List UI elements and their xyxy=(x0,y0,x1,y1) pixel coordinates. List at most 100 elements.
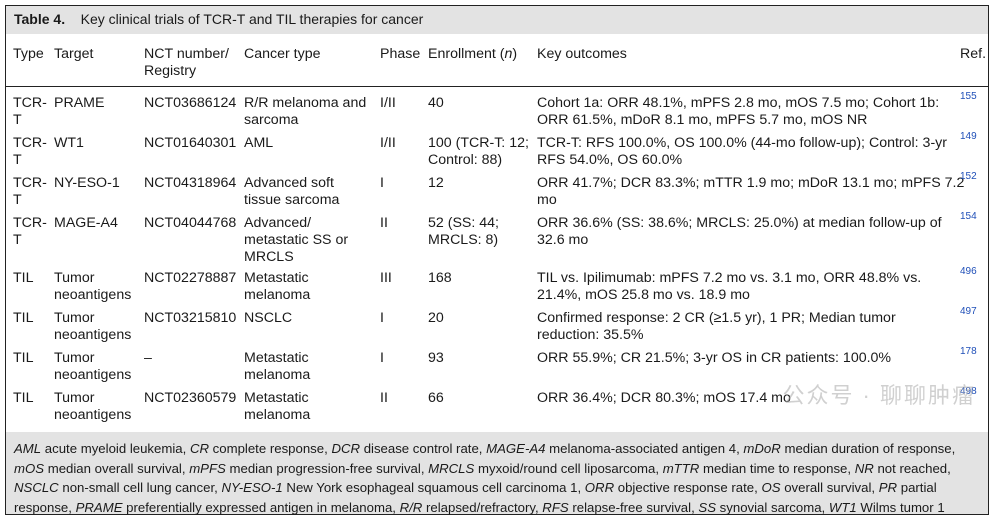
footnote-def: objective response rate xyxy=(617,480,755,495)
row-4-enrollment: 52 (SS: 44; MRCLS: 8) xyxy=(428,215,499,248)
table-title: Key clinical trials of TCR-T and TIL the… xyxy=(80,11,424,27)
row-3-outcomes: ORR 41.7%; DCR 83.3%; mTTR 1.9 mo; mDoR … xyxy=(537,175,965,208)
row-2-enrollment: 100 (TCR-T: 12; Control: 88) xyxy=(428,135,529,168)
footnote-entry: MAGE-A4 melanoma-associated antigen 4 xyxy=(486,441,736,456)
row-1-type: TCR- T xyxy=(13,95,47,128)
footnote-entry: RFS relapse-free survival xyxy=(542,500,691,515)
row-5-nct: NCT02278887 xyxy=(144,270,237,286)
row-1-target: PRAME xyxy=(54,95,105,111)
footnote-def: Wilms tumor 1 xyxy=(860,499,945,515)
row-5-cancer: Metastatic melanoma xyxy=(244,270,311,303)
row-6-outcomes: Confirmed response: 2 CR (≥1.5 yr), 1 PR… xyxy=(537,310,896,343)
footnote-entry: CR complete response xyxy=(190,441,324,456)
header-ref: Ref. xyxy=(960,46,987,62)
footnote-entry: NSCLC non-small cell lung cancer xyxy=(14,480,214,495)
row-3-target: NY-ESO-1 xyxy=(54,175,120,191)
row-8-nct: NCT02360579 xyxy=(144,390,237,406)
footnote-def: median overall survival xyxy=(47,460,182,476)
footnote-abbr: DCR xyxy=(331,441,361,456)
row-1-ref-link[interactable]: 155 xyxy=(960,91,977,102)
footnote-def: New York esophageal squamous cell carcin… xyxy=(286,480,578,495)
footnote-entry: ORR objective response rate xyxy=(585,480,754,495)
footnote-abbr: mDoR xyxy=(743,441,781,456)
header-cancer: Cancer type xyxy=(244,46,321,62)
row-1-outcomes: Cohort 1a: ORR 48.1%, mPFS 2.8 mo, mOS 7… xyxy=(537,95,940,128)
footnote-entry: mPFS median progression-free survival xyxy=(189,461,421,476)
footnote-entry: mOS median overall survival xyxy=(14,461,182,476)
header-target: Target xyxy=(54,46,94,62)
row-8-type: TIL xyxy=(13,390,34,406)
row-2-phase: I/II xyxy=(380,135,396,151)
footnote-def: non-small cell lung cancer xyxy=(62,480,215,495)
row-6-cancer: NSCLC xyxy=(244,310,293,326)
footnote-def: synovial sarcoma xyxy=(719,499,822,515)
table-frame: Table 4. Key clinical trials of TCR-T an… xyxy=(5,5,989,515)
footnote-abbr: AML xyxy=(14,441,42,456)
row-6-ref-link[interactable]: 497 xyxy=(960,306,977,317)
row-3-ref-link[interactable]: 152 xyxy=(960,171,977,182)
row-3-cancer: Advanced soft tissue sarcoma xyxy=(244,175,340,208)
footnote-abbr: MAGE-A4 xyxy=(486,441,546,456)
row-4-cancer: Advanced/ metastatic SS or MRCLS xyxy=(244,215,349,265)
footnote-abbr: mPFS xyxy=(189,460,226,476)
row-7-nct: – xyxy=(144,350,152,366)
row-8-outcomes: ORR 36.4%; DCR 80.3%; mOS 17.4 mo xyxy=(537,390,791,406)
footnote-abbr: RFS xyxy=(542,499,569,515)
row-1-nct: NCT03686124 xyxy=(144,95,237,111)
footnote-entry: AML acute myeloid leukemia xyxy=(14,441,183,456)
row-7-phase: I xyxy=(380,350,384,366)
row-7-ref-link[interactable]: 178 xyxy=(960,346,977,357)
row-2-outcomes: TCR-T: RFS 100.0%, OS 100.0% (44-mo foll… xyxy=(537,135,947,168)
row-7-enrollment: 93 xyxy=(428,350,444,366)
footnote-abbr: SS xyxy=(698,499,716,515)
row-6-phase: I xyxy=(380,310,384,326)
footnote-def: disease control rate xyxy=(363,441,479,456)
row-5-target: Tumor neoantigens xyxy=(54,270,132,303)
footnote-entry: PR partial response xyxy=(14,480,937,515)
row-4-ref-link[interactable]: 154 xyxy=(960,211,977,222)
header-type: Type xyxy=(13,46,44,62)
footnote-abbr: WT1 xyxy=(828,499,857,515)
footnote-entry: PRAME preferentially expressed antigen i… xyxy=(76,500,393,515)
row-8-cancer: Metastatic melanoma xyxy=(244,390,311,423)
footnote-entry: NR not reached xyxy=(855,461,947,476)
footnote-def: relapse-free survival xyxy=(572,499,692,515)
row-5-outcomes: TIL vs. Ipilimumab: mPFS 7.2 mo vs. 3.1 … xyxy=(537,270,922,303)
row-3-phase: I xyxy=(380,175,384,191)
footnote-abbr: MRCLS xyxy=(428,460,475,476)
row-1-phase: I/II xyxy=(380,95,396,111)
row-5-ref-link[interactable]: 496 xyxy=(960,266,977,277)
row-2-nct: NCT01640301 xyxy=(144,135,237,151)
watermark: 公众号 · 聊聊肿瘤 xyxy=(782,383,976,408)
footnote-def: complete response xyxy=(212,441,325,456)
footnote-def: acute myeloid leukemia xyxy=(44,441,183,456)
footnote-def: median time to response xyxy=(702,460,848,476)
row-4-nct: NCT04044768 xyxy=(144,215,237,231)
row-7-type: TIL xyxy=(13,350,34,366)
header-outcomes: Key outcomes xyxy=(537,46,627,62)
row-5-type: TIL xyxy=(13,270,34,286)
footnote-abbr: mOS xyxy=(14,460,45,476)
footnote-def: relapsed/refractory xyxy=(426,499,535,515)
footnote-entry: R/R relapsed/refractory xyxy=(400,500,535,515)
row-6-type: TIL xyxy=(13,310,34,326)
footnote-abbr: NR xyxy=(854,460,874,476)
row-4-outcomes: ORR 36.6% (SS: 38.6%; MRCLS: 25.0%) at m… xyxy=(537,215,942,248)
row-8-ref-link[interactable]: 498 xyxy=(960,386,977,397)
footnote-abbr: PR xyxy=(878,480,898,495)
table-label: Table 4. xyxy=(14,11,66,27)
row-5-phase: III xyxy=(380,270,392,286)
row-3-type: TCR- T xyxy=(13,175,47,208)
footnote-abbr: NY-ESO-1 xyxy=(221,480,283,495)
footnote-entry: SS synovial sarcoma xyxy=(698,500,821,515)
footnote-abbr: mTTR xyxy=(662,460,700,476)
row-7-target: Tumor neoantigens xyxy=(54,350,132,383)
row-2-ref-link[interactable]: 149 xyxy=(960,131,977,142)
footnote-entry: MRCLS myxoid/round cell liposarcoma xyxy=(428,461,655,476)
row-3-nct: NCT04318964 xyxy=(144,175,237,191)
row-2-target: WT1 xyxy=(54,135,84,151)
row-5-enrollment: 168 xyxy=(428,270,452,286)
footnote-def: median duration of response xyxy=(784,441,952,456)
header-nct: NCT number/ Registry xyxy=(144,46,229,79)
footnote-def: melanoma-associated antigen 4 xyxy=(549,441,737,456)
